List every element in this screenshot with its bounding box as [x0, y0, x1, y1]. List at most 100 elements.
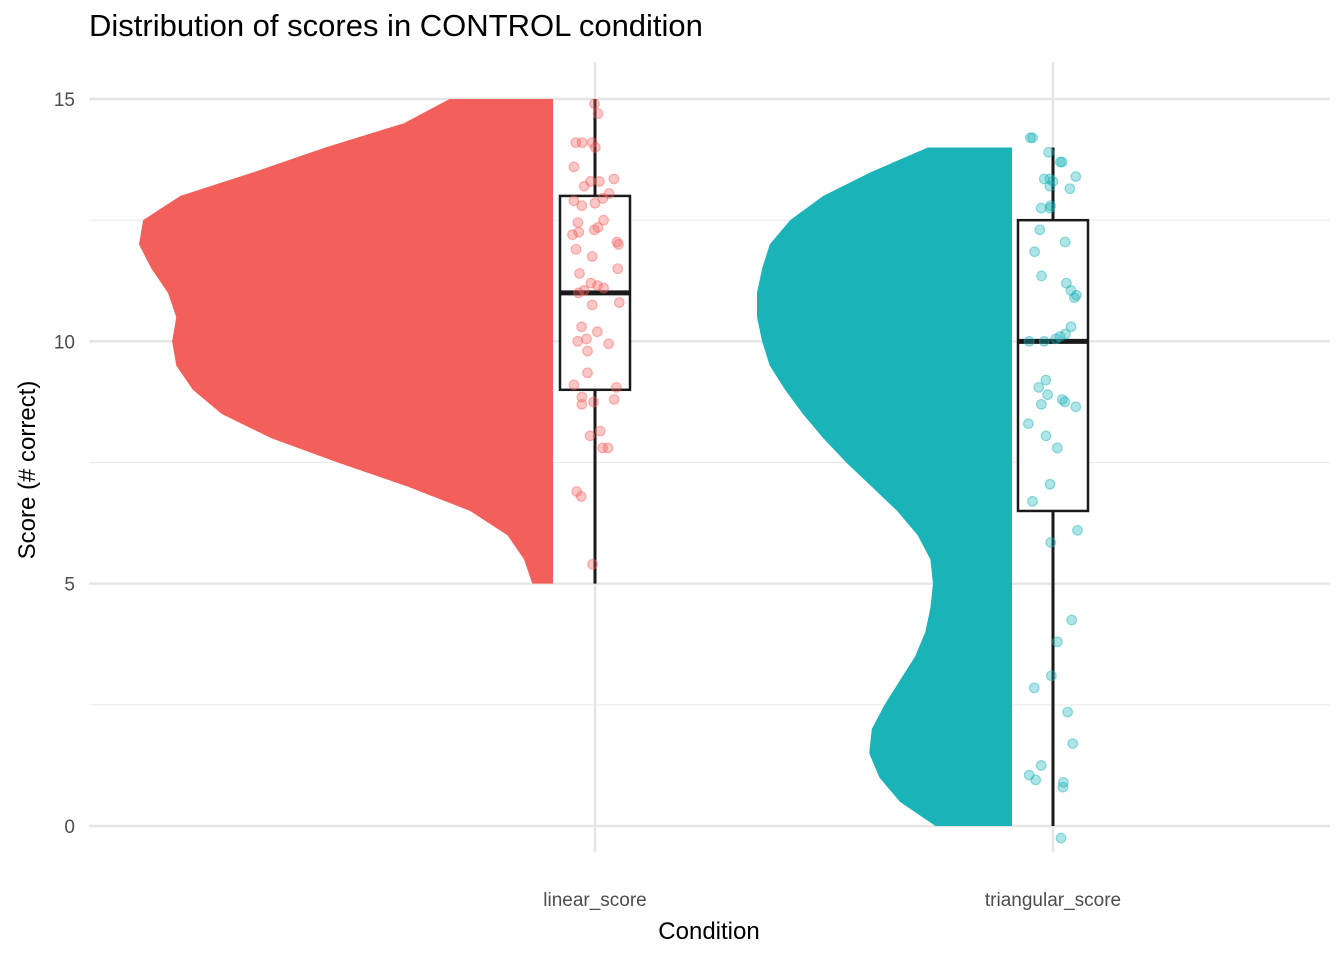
data-point — [586, 251, 598, 262]
data-point — [597, 192, 609, 204]
data-point — [597, 442, 609, 454]
data-point — [1054, 331, 1066, 342]
data-point — [1043, 146, 1055, 158]
points-layer — [567, 98, 1083, 844]
data-point — [1059, 328, 1071, 340]
data-point — [1038, 173, 1050, 185]
data-point — [1065, 285, 1077, 296]
data-point — [1030, 774, 1042, 786]
data-point — [586, 299, 598, 311]
data-point — [603, 188, 615, 199]
data-point — [1023, 335, 1035, 347]
data-point — [578, 285, 590, 296]
data-point — [1035, 760, 1047, 771]
data-point — [1057, 781, 1069, 793]
data-point — [1054, 156, 1066, 168]
data-point — [1044, 173, 1056, 185]
data-point — [589, 197, 601, 209]
y-tick-label: 15 — [54, 90, 75, 111]
data-point — [591, 326, 603, 338]
data-point — [576, 398, 588, 410]
data-point — [1062, 706, 1074, 718]
data-point — [602, 442, 614, 454]
data-point — [1044, 478, 1056, 490]
chart-title: Distribution of scores in CONTROL condit… — [89, 8, 703, 43]
data-point — [573, 287, 584, 299]
y-tick-label: 10 — [54, 332, 75, 353]
y-axis-title: Score (# correct) — [14, 381, 41, 560]
data-point — [1070, 401, 1082, 413]
data-point — [1057, 776, 1069, 788]
data-point — [567, 229, 578, 241]
data-point — [1066, 614, 1078, 626]
x-tick-label: linear_score — [543, 890, 647, 911]
data-point — [568, 195, 580, 207]
data-point — [585, 277, 597, 289]
data-point — [1050, 333, 1062, 345]
data-point — [612, 263, 624, 275]
data-point — [1034, 224, 1046, 236]
data-point — [574, 268, 585, 279]
data-point — [1028, 682, 1040, 694]
data-point — [592, 280, 603, 291]
data-point — [613, 297, 625, 308]
data-point — [575, 491, 587, 502]
boxplot-layer — [558, 99, 1090, 826]
data-point — [594, 175, 605, 187]
data-point — [586, 137, 598, 149]
box-iqr — [1016, 218, 1090, 513]
data-point — [1059, 396, 1071, 408]
data-point — [608, 394, 620, 405]
data-point — [1060, 277, 1072, 289]
data-point — [1045, 537, 1057, 548]
data-point — [1044, 180, 1056, 192]
data-point — [1038, 335, 1050, 347]
data-point — [608, 173, 620, 185]
data-point — [1040, 374, 1052, 386]
data-point — [1059, 236, 1071, 248]
data-point — [592, 108, 604, 119]
data-point — [1045, 200, 1056, 212]
data-point — [610, 381, 622, 393]
data-point — [592, 222, 604, 233]
data-point — [1027, 495, 1038, 507]
data-point — [1072, 524, 1083, 536]
data-point — [570, 243, 582, 255]
data-point — [1067, 738, 1079, 750]
data-point — [571, 486, 583, 497]
data-point — [1046, 670, 1057, 682]
axis-layer: 0 5 10 15 linear_score triangular_score — [54, 90, 1121, 911]
data-point — [611, 236, 623, 248]
data-point — [1065, 321, 1077, 333]
data-point — [1047, 175, 1059, 187]
density-cloud-linear_score — [139, 99, 553, 584]
data-point — [584, 430, 596, 442]
data-point — [578, 180, 590, 192]
data-point — [1027, 132, 1038, 144]
density-cloud-triangular_score — [757, 147, 1012, 826]
data-point — [572, 217, 584, 228]
data-point — [589, 98, 600, 110]
data-point — [568, 161, 580, 173]
data-point — [1056, 394, 1068, 405]
data-point — [573, 226, 585, 238]
data-point — [1040, 430, 1052, 442]
data-point — [1035, 398, 1047, 410]
data-point — [576, 137, 588, 149]
data-point — [1064, 183, 1076, 195]
y-tick-label: 5 — [64, 575, 75, 596]
data-point — [1035, 202, 1047, 214]
data-point — [576, 200, 588, 212]
data-point — [1051, 636, 1063, 648]
data-point — [1029, 246, 1040, 258]
y-tick-label: 0 — [64, 817, 75, 838]
data-point — [594, 425, 606, 437]
data-point — [1056, 156, 1068, 168]
data-point — [582, 367, 593, 379]
data-point — [1055, 832, 1067, 844]
data-point — [589, 142, 601, 153]
data-point — [585, 175, 596, 187]
data-point — [598, 282, 609, 294]
data-point — [1070, 171, 1082, 182]
x-axis-title: Condition — [658, 918, 759, 945]
